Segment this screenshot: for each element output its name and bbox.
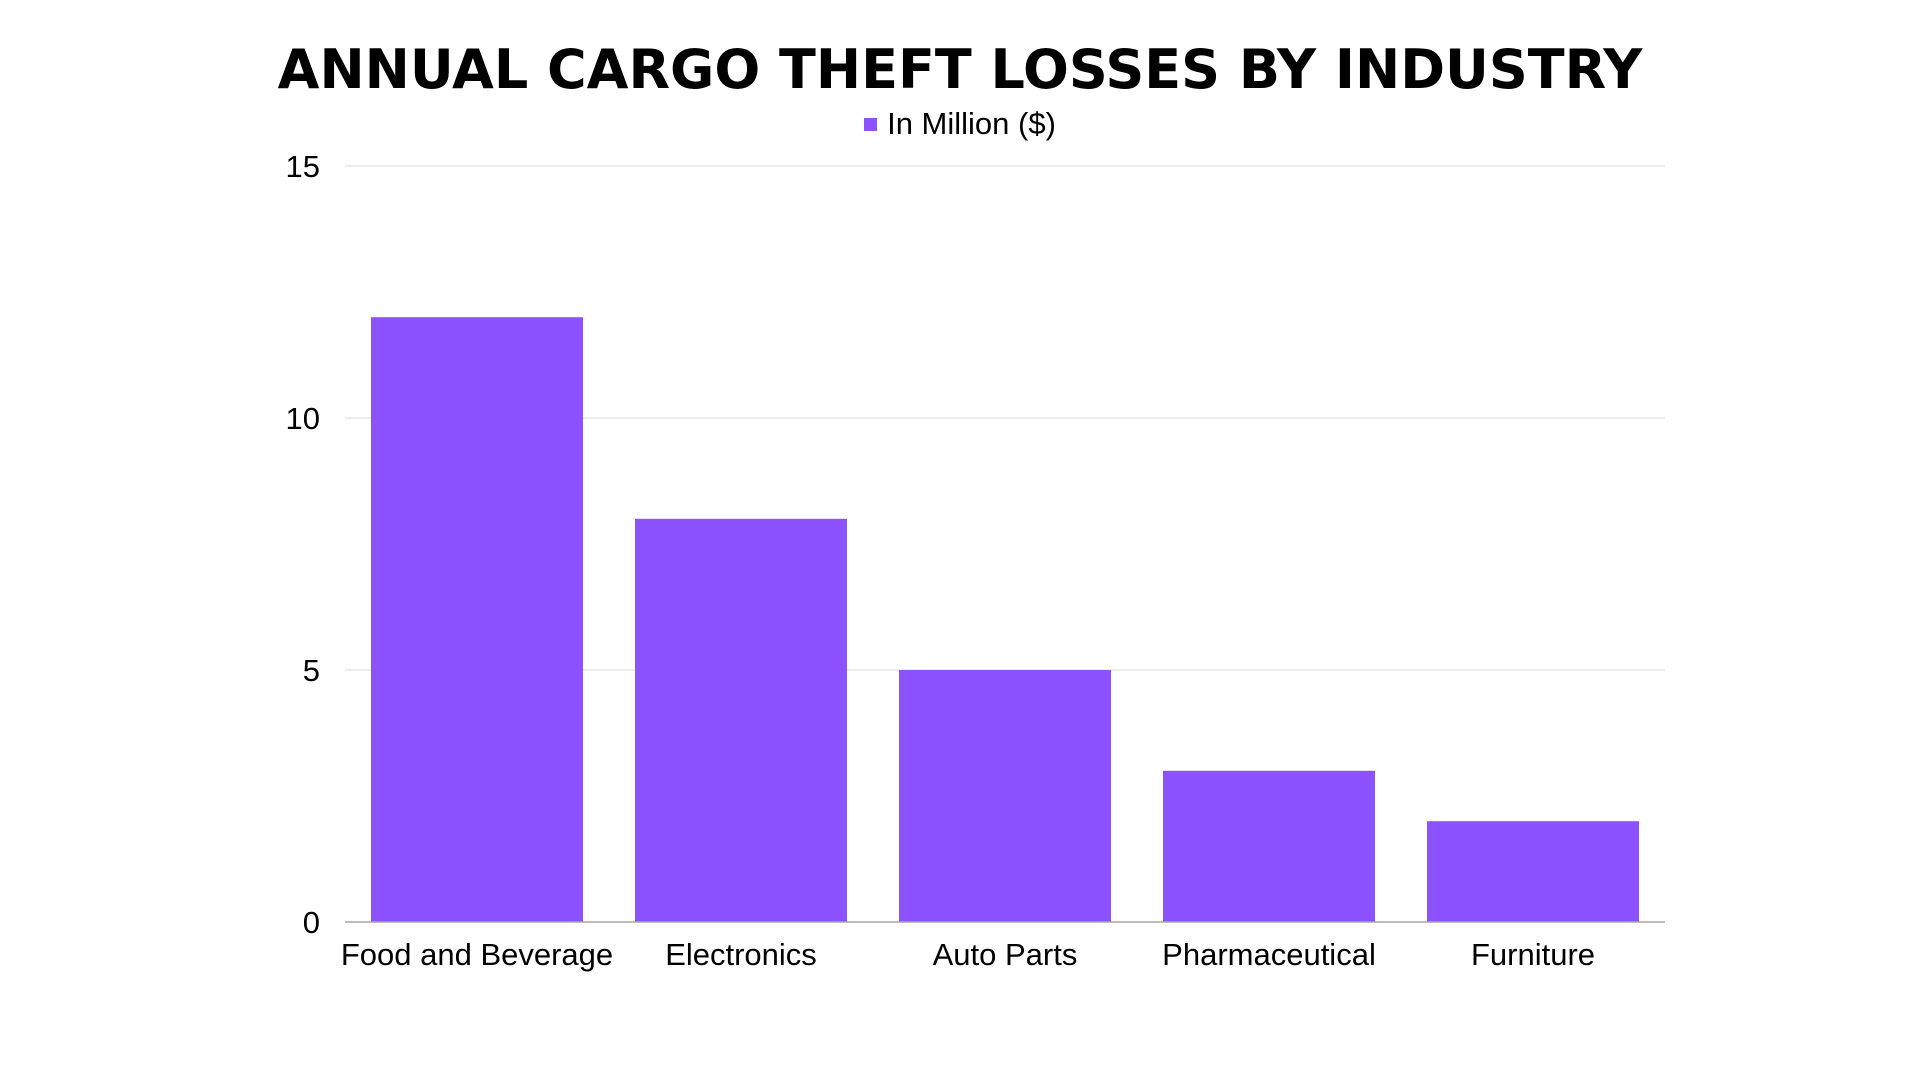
y-tick-label: 15 — [286, 149, 320, 184]
legend: In Million ($) — [0, 106, 1920, 142]
y-tick-label: 10 — [286, 401, 320, 436]
x-tick-label: Auto Parts — [933, 937, 1078, 972]
bar — [371, 317, 583, 922]
bar — [899, 670, 1111, 922]
x-tick-label: Electronics — [665, 937, 817, 972]
y-tick-label: 5 — [303, 653, 320, 688]
legend-label: In Million ($) — [887, 106, 1056, 141]
x-tick-label: Pharmaceutical — [1162, 937, 1376, 972]
bar — [1427, 821, 1639, 922]
legend-swatch — [864, 117, 878, 131]
y-tick-label: 0 — [303, 905, 320, 940]
bar — [635, 518, 847, 922]
chart-title: ANNUAL CARGO THEFT LOSSES BY INDUSTRY — [277, 38, 1643, 101]
bar — [1163, 770, 1375, 922]
x-tick-label: Furniture — [1471, 937, 1595, 972]
x-tick-label: Food and Beverage — [341, 937, 613, 972]
